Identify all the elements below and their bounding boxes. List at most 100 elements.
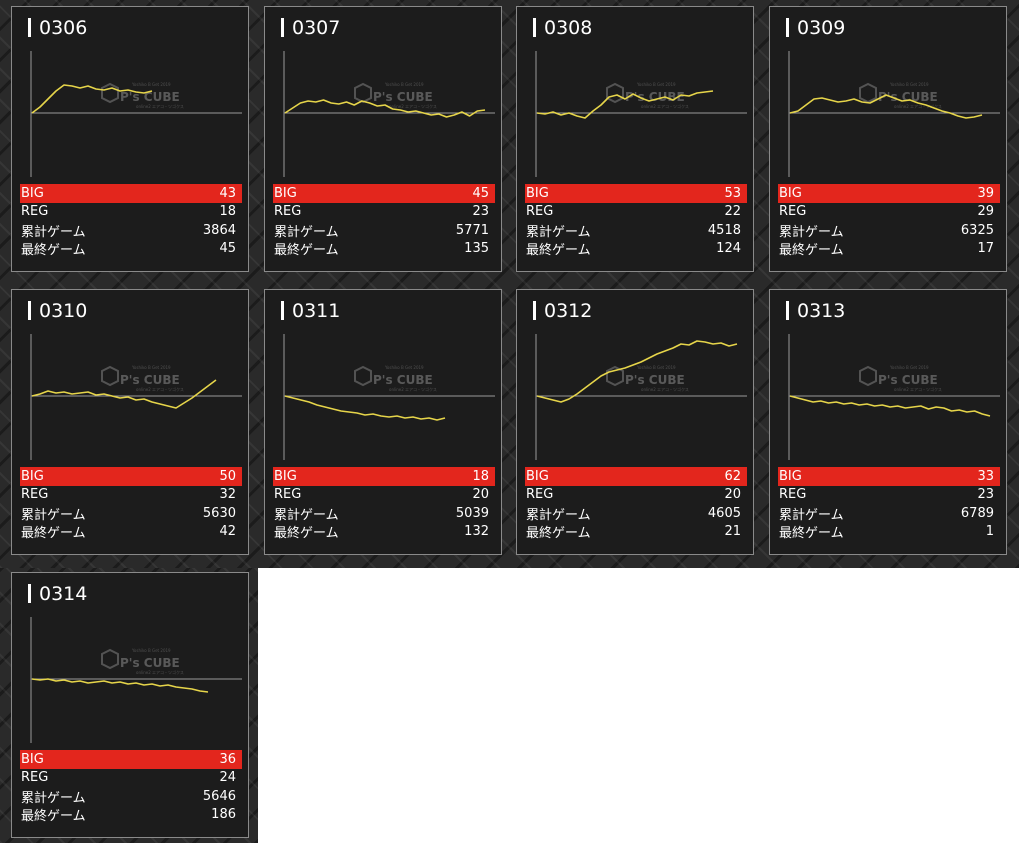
big-row-label: BIG — [779, 468, 802, 484]
watermark-brand: P's CUBE — [625, 90, 685, 104]
trend-chart: P's CUBE Yoshiko B Get 2019 online2 エアコ・ツゴ… — [788, 51, 1000, 177]
total-games-row-value: 3864 — [202, 222, 236, 238]
last-game-row-value: 21 — [724, 524, 741, 540]
total-games-row-label: 累計ゲーム — [21, 224, 86, 240]
last-game-row: 最終ゲーム 42 — [20, 523, 242, 542]
big-row: BIG 62 — [525, 467, 747, 486]
reg-row-value: 20 — [724, 487, 741, 503]
machine-card-0314[interactable]: 0314 P's CUBE Yoshiko B Get 2019 online2 エア… — [11, 572, 249, 838]
reg-row-label: REG — [21, 204, 49, 220]
machine-number: 0313 — [797, 300, 846, 322]
big-row-value: 33 — [977, 468, 994, 484]
title-marker — [281, 301, 284, 320]
title-marker — [28, 18, 31, 37]
watermark-sub2: online2 エアコ・ツゴクス — [894, 103, 942, 109]
total-games-row-label: 累計ゲーム — [21, 507, 86, 523]
last-game-row-label: 最終ゲーム — [21, 243, 86, 259]
watermark-sub2: online2 エアコ・ツゴクス — [641, 386, 689, 392]
reg-row: REG 23 — [778, 486, 1000, 505]
watermark-brand: P's CUBE — [373, 90, 433, 104]
total-games-row: 累計ゲーム 3864 — [20, 221, 242, 240]
last-game-row-value: 45 — [219, 241, 236, 257]
last-game-row-label: 最終ゲーム — [21, 526, 86, 542]
trend-chart: P's CUBE Yoshiko B Get 2019 online2 エアコ・ツゴ… — [283, 334, 495, 460]
machine-card-0308[interactable]: 0308 P's CUBE Yoshiko B Get 2019 online2 エア… — [516, 6, 754, 272]
reg-row: REG 18 — [20, 203, 242, 222]
stats-table: BIG 36 REG 24 累計ゲーム 5646 最終ゲーム 186 — [20, 750, 242, 824]
big-row-label: BIG — [274, 468, 297, 484]
cube-logo-icon — [101, 648, 119, 670]
big-row-value: 36 — [219, 751, 236, 767]
watermark-logo: P's CUBE Yoshiko B Get 2019 online2 エアコ・ツゴ… — [101, 648, 184, 675]
big-row-label: BIG — [21, 751, 44, 767]
trend-chart: P's CUBE Yoshiko B Get 2019 online2 エアコ・ツゴ… — [535, 334, 747, 460]
watermark-brand: P's CUBE — [120, 373, 180, 387]
machine-card-0312[interactable]: 0312 P's CUBE Yoshiko B Get 2019 online2 エア… — [516, 289, 754, 555]
big-row-label: BIG — [21, 468, 44, 484]
last-game-row-value: 1 — [985, 524, 994, 540]
total-games-row: 累計ゲーム 5646 — [20, 787, 242, 806]
last-game-row-label: 最終ゲーム — [779, 243, 844, 259]
watermark-brand: P's CUBE — [878, 90, 938, 104]
big-row-label: BIG — [779, 185, 802, 201]
big-row-value: 18 — [472, 468, 489, 484]
watermark-brand: P's CUBE — [120, 656, 180, 670]
reg-row-label: REG — [779, 204, 807, 220]
watermark-logo: P's CUBE Yoshiko B Get 2019 online2 エアコ・ツゴ… — [606, 365, 689, 392]
total-games-row-label: 累計ゲーム — [526, 224, 591, 240]
watermark-sub2: online2 エアコ・ツゴクス — [389, 386, 437, 392]
machine-card-0310[interactable]: 0310 P's CUBE Yoshiko B Get 2019 online2 エア… — [11, 289, 249, 555]
watermark-brand: P's CUBE — [878, 373, 938, 387]
total-games-row-value: 5630 — [202, 505, 236, 521]
trend-chart: P's CUBE Yoshiko B Get 2019 online2 エアコ・ツゴ… — [788, 334, 1000, 460]
total-games-row-label: 累計ゲーム — [274, 224, 339, 240]
total-games-row: 累計ゲーム 6325 — [778, 221, 1000, 240]
total-games-row: 累計ゲーム 4605 — [525, 504, 747, 523]
big-row: BIG 45 — [273, 184, 495, 203]
reg-row: REG 23 — [273, 203, 495, 222]
total-games-row: 累計ゲーム 5630 — [20, 504, 242, 523]
last-game-row-value: 124 — [716, 241, 741, 257]
last-game-row-value: 132 — [464, 524, 489, 540]
reg-row-value: 23 — [472, 204, 489, 220]
total-games-row: 累計ゲーム 6789 — [778, 504, 1000, 523]
watermark-sub2: online2 エアコ・ツゴクス — [136, 669, 184, 675]
last-game-row: 最終ゲーム 135 — [273, 240, 495, 258]
watermark-sub: Yoshiko B Get 2019 — [131, 82, 171, 87]
cube-logo-icon — [354, 365, 372, 387]
cube-logo-icon — [859, 365, 877, 387]
watermark-sub: Yoshiko B Get 2019 — [636, 82, 676, 87]
machine-card-0313[interactable]: 0313 P's CUBE Yoshiko B Get 2019 online2 エア… — [769, 289, 1007, 555]
reg-row-value: 18 — [219, 204, 236, 220]
trend-line — [284, 99, 486, 118]
big-row-label: BIG — [274, 185, 297, 201]
machine-number: 0306 — [39, 17, 88, 39]
total-games-row-value: 4518 — [707, 222, 741, 238]
trend-line — [31, 84, 153, 114]
big-row-value: 62 — [724, 468, 741, 484]
reg-row-label: REG — [274, 487, 302, 503]
trend-chart: P's CUBE Yoshiko B Get 2019 online2 エアコ・ツゴ… — [283, 51, 495, 177]
machine-card-0307[interactable]: 0307 P's CUBE Yoshiko B Get 2019 online2 エア… — [264, 6, 502, 272]
trend-chart: P's CUBE Yoshiko B Get 2019 online2 エアコ・ツゴ… — [30, 51, 242, 177]
cube-logo-icon — [101, 365, 119, 387]
last-game-row: 最終ゲーム 186 — [20, 806, 242, 825]
total-games-row-value: 6789 — [960, 505, 994, 521]
machine-card-0306[interactable]: 0306 P's CUBE Yoshiko B Get 2019 online2 エア… — [11, 6, 249, 272]
cube-logo-icon — [354, 82, 372, 104]
reg-row-label: REG — [526, 204, 554, 220]
total-games-row-label: 累計ゲーム — [779, 224, 844, 240]
trend-line — [536, 340, 738, 403]
reg-row-value: 29 — [977, 204, 994, 220]
last-game-row-label: 最終ゲーム — [779, 526, 844, 542]
watermark-sub2: online2 エアコ・ツゴクス — [641, 103, 689, 109]
machine-number: 0311 — [292, 300, 341, 322]
last-game-row-label: 最終ゲーム — [21, 809, 86, 825]
stats-table: BIG 33 REG 23 累計ゲーム 6789 最終ゲーム 1 — [778, 467, 1000, 541]
big-row-label: BIG — [526, 468, 549, 484]
watermark-sub: Yoshiko B Get 2019 — [889, 82, 929, 87]
machine-card-0309[interactable]: 0309 P's CUBE Yoshiko B Get 2019 online2 エア… — [769, 6, 1007, 272]
last-game-row: 最終ゲーム 132 — [273, 523, 495, 541]
watermark-logo: P's CUBE Yoshiko B Get 2019 online2 エアコ・ツゴ… — [101, 82, 184, 109]
machine-card-0311[interactable]: 0311 P's CUBE Yoshiko B Get 2019 online2 エア… — [264, 289, 502, 555]
